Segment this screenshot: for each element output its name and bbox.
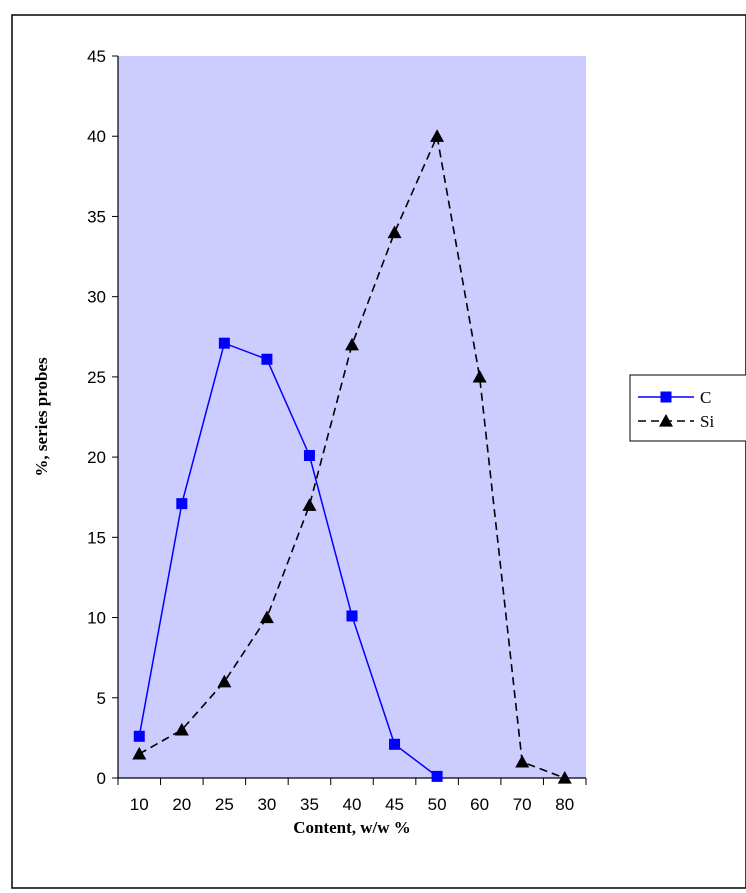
y-tick-label: 30: [87, 288, 106, 307]
x-tick-label: 20: [172, 795, 191, 814]
data-point-si: [472, 369, 487, 383]
y-tick-label: 40: [87, 127, 106, 146]
y-tick-label: 10: [87, 609, 106, 628]
series-c: [133, 337, 443, 782]
y-tick-label: 15: [87, 528, 106, 547]
x-axis-title: Content, w/w %: [293, 818, 411, 837]
x-tick-label: 70: [513, 795, 532, 814]
legend-marker: [659, 414, 673, 427]
data-point-si: [515, 754, 530, 768]
data-point-si: [345, 337, 359, 351]
x-tick-label: 50: [428, 795, 447, 814]
series-line-si: [138, 133, 566, 779]
data-point-c: [218, 337, 230, 349]
data-point-c: [303, 450, 315, 462]
data-point-si: [430, 129, 445, 142]
y-tick-label: 20: [87, 448, 106, 467]
y-axis-title: %, series probes: [32, 357, 51, 477]
y-tick-label: 0: [97, 769, 106, 788]
plot-area: [118, 56, 586, 778]
data-point-si: [557, 771, 572, 784]
y-tick-label: 5: [97, 689, 106, 708]
data-point-c: [261, 353, 273, 365]
x-tick-label: 25: [215, 795, 234, 814]
data-point-c: [176, 498, 188, 510]
x-tick-label: 35: [300, 795, 319, 814]
data-point-si: [132, 746, 147, 760]
data-point-c: [389, 738, 401, 750]
y-tick-label: 25: [87, 368, 106, 387]
series-line-c: [138, 342, 438, 777]
legend-entry-c: C: [638, 388, 711, 407]
x-tick-label: 80: [555, 795, 574, 814]
y-tick-label: 45: [87, 47, 106, 66]
data-point-si: [259, 610, 274, 624]
y-tick-label: 35: [87, 207, 106, 226]
legend-label: C: [700, 388, 711, 407]
data-point-si: [174, 722, 189, 736]
series-si: [132, 129, 572, 784]
legend: C Si: [629, 374, 746, 442]
data-point-si: [302, 498, 317, 511]
legend-box: [629, 374, 746, 442]
x-tick-label: 30: [257, 795, 276, 814]
x-tick-label: 60: [470, 795, 489, 814]
series-layer: [132, 129, 572, 784]
x-tick-label: 10: [130, 795, 149, 814]
x-tick-label: 40: [343, 795, 362, 814]
axes: 0 5 10 15 20 25 30 35 40 45 10 20 25 30 35 40 45 50 60 70 80: [87, 47, 587, 814]
legend-entry-si: Si: [638, 412, 714, 431]
legend-label: Si: [700, 412, 714, 431]
data-point-c: [133, 730, 145, 742]
data-point-c: [431, 770, 443, 782]
data-point-si: [387, 225, 402, 239]
data-point-si: [217, 674, 232, 688]
legend-marker: [660, 391, 672, 403]
x-tick-label: 45: [385, 795, 404, 814]
data-point-c: [346, 610, 358, 622]
